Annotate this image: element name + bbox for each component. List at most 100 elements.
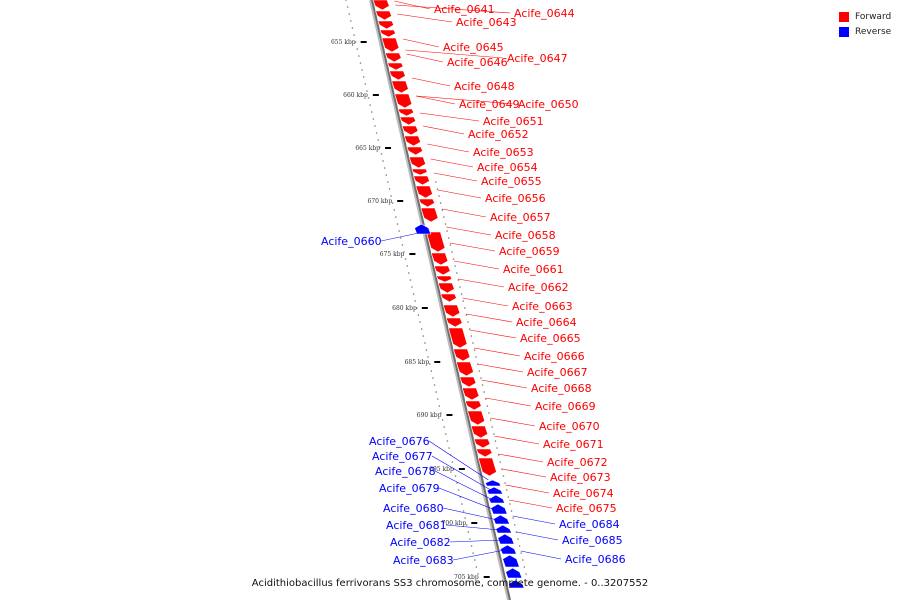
gene-feature[interactable] (470, 425, 489, 439)
gene-feature[interactable] (493, 514, 510, 525)
gene-feature[interactable] (437, 282, 455, 294)
gene-label[interactable]: Acife_0673 (550, 471, 611, 484)
scale-dot (440, 412, 442, 414)
gene-label[interactable]: Acife_0683 (393, 554, 454, 567)
gene-feature[interactable] (433, 265, 451, 276)
gene-label[interactable]: Acife_0684 (559, 518, 620, 531)
gene-label[interactable]: Acife_0665 (520, 332, 581, 345)
gene-feature[interactable] (442, 304, 461, 318)
gene-label[interactable]: Acife_0685 (562, 534, 623, 547)
gene-label[interactable]: Acife_0666 (524, 350, 585, 363)
gene-feature[interactable] (411, 168, 428, 176)
gene-feature[interactable] (388, 70, 406, 81)
gene-label[interactable]: Acife_0686 (565, 553, 626, 566)
gene-feature[interactable] (414, 223, 432, 235)
gene-feature[interactable] (455, 361, 474, 377)
gene-feature[interactable] (406, 146, 424, 156)
gene-label[interactable]: Acife_0671 (543, 438, 604, 451)
gene-feature[interactable] (430, 252, 449, 266)
gene-label[interactable]: Acife_0675 (556, 502, 617, 515)
gene-label[interactable]: Acife_0648 (454, 80, 515, 93)
gene-feature[interactable] (497, 533, 515, 545)
gene-feature[interactable] (461, 387, 480, 401)
gene-label[interactable]: Acife_0646 (447, 56, 508, 69)
gene-feature[interactable] (495, 524, 513, 534)
gene-feature[interactable] (413, 175, 430, 186)
gene-label[interactable]: Acife_0676 (369, 435, 430, 448)
gene-feature[interactable] (484, 479, 502, 487)
gene-label[interactable]: Acife_0659 (499, 245, 560, 258)
gene-feature[interactable] (459, 376, 477, 388)
gene-feature[interactable] (502, 554, 520, 568)
gene-label[interactable]: Acife_0641 (434, 3, 495, 16)
gene-feature[interactable] (475, 448, 493, 458)
gene-feature[interactable] (505, 567, 523, 579)
gene-feature[interactable] (403, 135, 421, 147)
gene-feature[interactable] (436, 275, 453, 283)
gene-label[interactable]: Acife_0651 (483, 115, 544, 128)
tick-label: 705 kbp (454, 574, 479, 581)
gene-feature[interactable] (408, 156, 427, 169)
gene-feature[interactable] (445, 317, 463, 328)
gene-label[interactable]: Acife_0681 (386, 519, 447, 532)
gene-feature[interactable] (399, 116, 417, 126)
gene-label[interactable]: Acife_0679 (379, 482, 440, 495)
gene-feature[interactable] (452, 348, 471, 362)
gene-feature[interactable] (420, 207, 439, 223)
scale-dot (379, 146, 381, 148)
gene-label[interactable]: Acife_0660 (321, 235, 382, 248)
gene-label[interactable]: Acife_0680 (383, 502, 444, 515)
gene-feature[interactable] (508, 579, 525, 589)
gene-label[interactable]: Acife_0653 (473, 146, 534, 159)
gene-label[interactable]: Acife_0645 (443, 41, 504, 54)
gene-feature[interactable] (440, 293, 457, 303)
gene-feature[interactable] (387, 62, 404, 71)
gene-label[interactable]: Acife_0652 (468, 128, 529, 141)
gene-label[interactable]: Acife_0656 (485, 192, 546, 205)
gene-label[interactable]: Acife_0663 (512, 300, 573, 313)
gene-label[interactable]: Acife_0672 (547, 456, 608, 469)
gene-label[interactable]: Acife_0664 (516, 316, 577, 329)
gene-feature[interactable] (464, 400, 482, 411)
gene-label[interactable]: Acife_0643 (456, 16, 517, 29)
gene-feature[interactable] (391, 80, 409, 94)
gene-feature[interactable] (467, 410, 486, 426)
gene-label[interactable]: Acife_0674 (553, 487, 614, 500)
gene-feature[interactable] (401, 125, 419, 136)
gene-label[interactable]: Acife_0662 (508, 281, 569, 294)
gene-label[interactable]: Acife_0654 (477, 161, 538, 174)
gene-label[interactable]: Acife_0682 (390, 536, 451, 549)
gene-feature[interactable] (415, 185, 433, 199)
gene-label[interactable]: Acife_0649 (459, 98, 520, 111)
gene-label[interactable]: Acife_0658 (495, 229, 556, 242)
gene-feature[interactable] (384, 52, 402, 63)
gene-feature[interactable] (372, 0, 390, 11)
gene-feature[interactable] (448, 327, 468, 349)
gene-feature[interactable] (381, 37, 400, 53)
gene-label[interactable]: Acife_0678 (375, 465, 436, 478)
gene-label[interactable]: Acife_0644 (514, 7, 575, 20)
gene-feature[interactable] (394, 93, 413, 109)
gene-label[interactable]: Acife_0661 (503, 263, 564, 276)
gene-label[interactable]: Acife_0670 (539, 420, 600, 433)
gene-feature[interactable] (473, 438, 491, 449)
gene-label[interactable]: Acife_0655 (481, 175, 542, 188)
gene-label[interactable]: Acife_0677 (372, 450, 433, 463)
gene-feature[interactable] (379, 29, 396, 38)
gene-label[interactable]: Acife_0667 (527, 366, 588, 379)
gene-feature[interactable] (490, 503, 508, 515)
gene-feature[interactable] (375, 10, 392, 21)
gene-label[interactable]: Acife_0668 (531, 382, 592, 395)
gene-feature[interactable] (397, 108, 415, 117)
gene-label[interactable]: Acife_0657 (490, 211, 551, 224)
gene-label[interactable]: Acife_0647 (507, 52, 568, 65)
gene-feature[interactable] (477, 457, 497, 477)
gene-feature[interactable] (377, 20, 395, 30)
leader-line (473, 347, 521, 357)
gene-feature[interactable] (425, 231, 446, 253)
gene-label[interactable]: Acife_0669 (535, 400, 596, 413)
gene-feature[interactable] (486, 486, 504, 495)
gene-label[interactable]: Acife_0650 (518, 98, 579, 111)
gene-feature[interactable] (418, 198, 435, 208)
gene-feature[interactable] (499, 544, 517, 555)
